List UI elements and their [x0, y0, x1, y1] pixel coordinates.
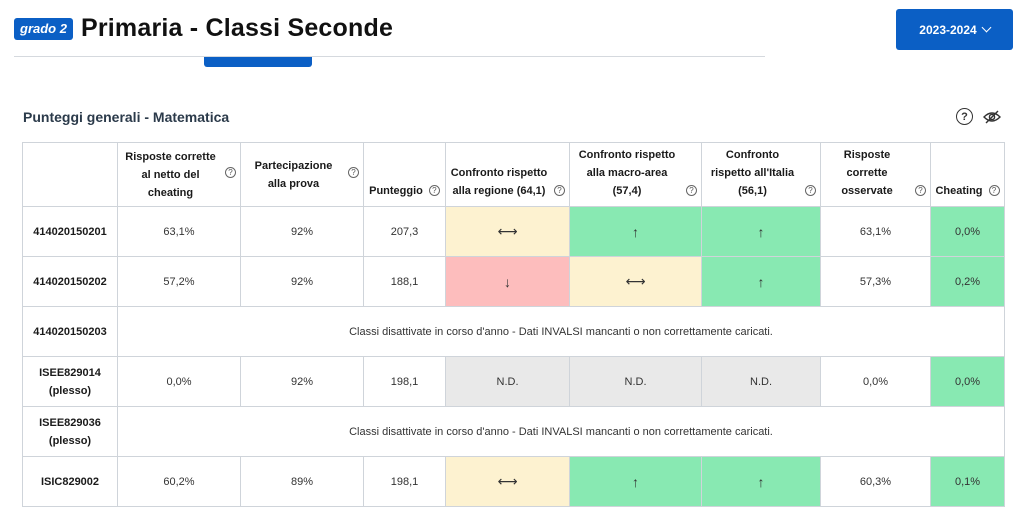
cell-region-compare: ↓: [445, 256, 570, 307]
cell-italy-compare: ↑: [701, 256, 821, 307]
help-circle-icon[interactable]: ?: [348, 167, 359, 178]
col-header-score: Punteggio?: [363, 142, 446, 207]
cell-correct-net: 63,1%: [117, 206, 241, 257]
row-id: 414020150201: [22, 206, 118, 257]
table-row: 414020150202 57,2% 92% 188,1 ↓ ⟷ ↑ 57,3%…: [22, 256, 1005, 307]
cell-region-compare: ⟷: [445, 206, 570, 257]
chevron-down-icon: [981, 22, 992, 33]
cell-cheating: 0,2%: [930, 256, 1005, 307]
cell-observed: 0,0%: [820, 356, 931, 407]
inactive-note: Classi disattivate in corso d'anno - Dat…: [117, 406, 1005, 457]
col-header-class: [22, 142, 118, 207]
cell-score: 198,1: [363, 356, 446, 407]
help-circle-icon[interactable]: ?: [554, 185, 565, 196]
year-select-value: 2023-2024: [919, 22, 977, 37]
row-id: ISIC829002: [22, 456, 118, 507]
help-circle-icon[interactable]: ?: [225, 167, 236, 178]
cell-participation: 92%: [240, 356, 364, 407]
cell-macroarea-compare: ↑: [569, 206, 702, 257]
cell-observed: 57,3%: [820, 256, 931, 307]
cell-correct-net: 57,2%: [117, 256, 241, 307]
cell-observed: 63,1%: [820, 206, 931, 257]
table-row: ISEE829036 (plesso) Classi disattivate i…: [22, 406, 1005, 457]
active-tab-indicator[interactable]: [204, 57, 312, 67]
row-id: ISEE829036 (plesso): [22, 406, 118, 457]
col-header-cheating: Cheating?: [930, 142, 1005, 207]
col-header-observed: Risposte corrette osservate?: [820, 142, 931, 207]
cell-observed: 60,3%: [820, 456, 931, 507]
col-header-region: Confronto rispetto alla regione (64,1)?: [445, 142, 570, 207]
table-row: ISEE829014 (plesso) 0,0% 92% 198,1 N.D. …: [22, 356, 1005, 407]
cell-cheating: 0,0%: [930, 206, 1005, 257]
cell-cheating: 0,1%: [930, 456, 1005, 507]
help-circle-icon[interactable]: ?: [988, 185, 1000, 196]
page-header: grado 2 Primaria - Classi Seconde: [14, 14, 393, 43]
cell-macroarea-compare: ↑: [569, 456, 702, 507]
inactive-note: Classi disattivate in corso d'anno - Dat…: [117, 306, 1005, 357]
col-header-participation: Partecipazione alla prova?: [240, 142, 364, 207]
table-row: ISIC829002 60,2% 89% 198,1 ⟷ ↑ ↑ 60,3% 0…: [22, 456, 1005, 507]
cell-italy-compare: ↑: [701, 206, 821, 257]
cell-score: 198,1: [363, 456, 446, 507]
cell-italy-compare: ↑: [701, 456, 821, 507]
cell-italy-compare: N.D.: [701, 356, 821, 407]
cell-score: 207,3: [363, 206, 446, 257]
col-header-macroarea: Confronto rispetto alla macro-area (57,4…: [569, 142, 702, 207]
row-id: ISEE829014 (plesso): [22, 356, 118, 407]
grade-badge: grado 2: [14, 17, 73, 40]
cell-correct-net: 60,2%: [117, 456, 241, 507]
cell-macroarea-compare: ⟷: [569, 256, 702, 307]
page-title: Primaria - Classi Seconde: [80, 14, 394, 42]
cell-correct-net: 0,0%: [117, 356, 241, 407]
help-circle-icon[interactable]: ?: [956, 108, 973, 125]
row-id: 414020150202: [22, 256, 118, 307]
col-header-correct-net: Risposte corrette al netto del cheating?: [117, 142, 241, 207]
cell-region-compare: N.D.: [445, 356, 570, 407]
cell-participation: 92%: [240, 206, 364, 257]
cell-cheating: 0,0%: [930, 356, 1005, 407]
help-circle-icon[interactable]: ?: [428, 185, 440, 196]
header-divider: [14, 56, 765, 57]
cell-macroarea-compare: N.D.: [569, 356, 702, 407]
scores-table: Risposte corrette al netto del cheating?…: [22, 142, 1005, 507]
year-select-button[interactable]: 2023-2024: [896, 9, 1013, 50]
cell-score: 188,1: [363, 256, 446, 307]
help-circle-icon[interactable]: ?: [805, 185, 816, 196]
cell-participation: 92%: [240, 256, 364, 307]
section-title: Punteggi generali - Matematica: [23, 109, 230, 125]
section-tools: ?: [956, 108, 1001, 125]
col-header-italy: Confronto rispetto all'Italia (56,1)?: [701, 142, 821, 207]
help-circle-icon[interactable]: ?: [686, 185, 697, 196]
table-row: 414020150203 Classi disattivate in corso…: [22, 306, 1005, 357]
cell-participation: 89%: [240, 456, 364, 507]
row-id: 414020150203: [22, 306, 118, 357]
table-row: 414020150201 63,1% 92% 207,3 ⟷ ↑ ↑ 63,1%…: [22, 206, 1005, 257]
cell-region-compare: ⟷: [445, 456, 570, 507]
table-header-row: Risposte corrette al netto del cheating?…: [22, 142, 1005, 207]
eye-slash-icon[interactable]: [983, 110, 1001, 124]
help-circle-icon[interactable]: ?: [915, 185, 926, 196]
